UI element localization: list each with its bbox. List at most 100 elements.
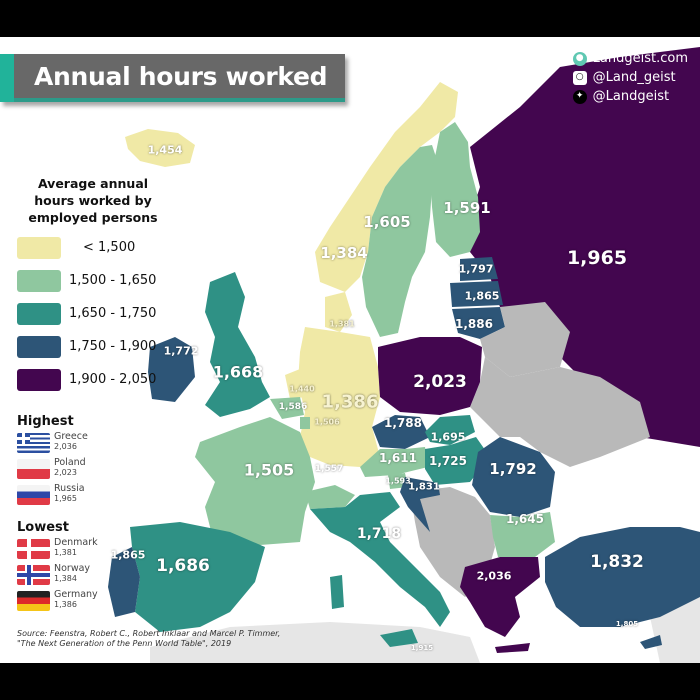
- rank-country: Germany: [54, 589, 98, 600]
- rank-item: Denmark 1,381: [17, 538, 98, 564]
- region-belarus: [480, 302, 570, 377]
- region-romania[interactable]: [472, 437, 555, 517]
- rank-country: Norway: [54, 563, 91, 574]
- region-czechia[interactable]: [372, 415, 430, 449]
- label-slovenia: 1,593: [385, 476, 411, 486]
- legend-title-line: Average annual: [37, 176, 149, 191]
- region-estonia[interactable]: [460, 257, 498, 281]
- rank-country: Greece: [54, 431, 88, 442]
- region-croatia[interactable]: [400, 477, 440, 532]
- title-box: Annual hours worked: [14, 54, 345, 102]
- region-cyprus[interactable]: [640, 635, 662, 649]
- region-germany[interactable]: [298, 327, 380, 467]
- legend-swatch: [17, 335, 61, 358]
- region-ireland[interactable]: [148, 337, 195, 402]
- region-luxembourg[interactable]: [300, 417, 310, 429]
- label-lithuania: 1,886: [455, 317, 493, 331]
- highest-heading: Highest: [17, 414, 74, 429]
- map-canvas: Annual hours worked ● Landgeist.com ○ @L…: [0, 37, 700, 663]
- lowest-block: Lowest Denmark 1,381 Norway 1,384 Germany 1…: [17, 520, 98, 616]
- region-netherlands[interactable]: [285, 367, 305, 399]
- rank-value: 2,036: [54, 442, 77, 451]
- label-italy: 1,718: [356, 526, 402, 542]
- label-finland: 1,591: [443, 199, 491, 217]
- label-portugal: 1,865: [110, 548, 146, 562]
- label-poland: 2,023: [413, 372, 467, 392]
- region-finland[interactable]: [430, 122, 480, 257]
- source-line: "The Next Generation of the Penn World T…: [17, 639, 232, 648]
- rank-item: Poland 2,023: [17, 458, 88, 484]
- label-belgium: 1,586: [278, 402, 308, 412]
- region-denmark[interactable]: [325, 292, 352, 332]
- rank-value: 1,965: [54, 494, 77, 503]
- legend: < 1,500 1,500 - 1,650 1,650 - 1,750 1,75…: [17, 231, 156, 396]
- region-hungary[interactable]: [425, 437, 490, 485]
- label-austria: 1,611: [379, 451, 417, 465]
- rank-country: Poland: [54, 457, 86, 468]
- region-sicily[interactable]: [380, 629, 418, 647]
- brand-website[interactable]: Landgeist.com: [592, 51, 688, 66]
- label-france: 1,505: [243, 460, 295, 480]
- label-estonia: 1,797: [458, 262, 494, 276]
- rank-country: Denmark: [54, 537, 98, 548]
- region-latvia[interactable]: [450, 281, 503, 307]
- rank-item: Germany 1,386: [17, 590, 98, 616]
- region-iceland[interactable]: [125, 129, 195, 167]
- instagram-icon: ○: [572, 70, 587, 85]
- rank-value: 1,386: [54, 600, 77, 609]
- label-spain: 1,686: [156, 556, 210, 576]
- legend-item: 1,650 - 1,750: [17, 297, 156, 330]
- region-poland[interactable]: [378, 337, 482, 415]
- brand-twitter-row[interactable]: ✦ @Landgeist: [572, 87, 688, 106]
- label-netherlands: 1,440: [289, 384, 315, 394]
- label-denmark: 1,381: [329, 319, 355, 329]
- rank-item: Norway 1,384: [17, 564, 98, 590]
- label-germany: 1,386: [321, 391, 379, 413]
- label-hungary: 1,725: [429, 454, 467, 468]
- label-bulgaria: 1,645: [506, 512, 544, 526]
- region-austria[interactable]: [360, 447, 428, 477]
- legend-swatch: [17, 236, 61, 259]
- label-sweden: 1,605: [363, 213, 411, 231]
- rank-item: Greece 2,036: [17, 432, 88, 458]
- region-russia[interactable]: [470, 47, 700, 447]
- brand-twitter[interactable]: @Landgeist: [592, 89, 670, 104]
- lowest-heading: Lowest: [17, 520, 69, 535]
- legend-swatch: [17, 302, 61, 325]
- label-croatia: 1,831: [408, 481, 440, 493]
- region-greece[interactable]: [460, 557, 540, 637]
- region-bulgaria[interactable]: [490, 512, 555, 557]
- brand-instagram-row[interactable]: ○ @Land_geist: [572, 68, 688, 87]
- region-turkey[interactable]: [545, 527, 700, 627]
- brand-instagram[interactable]: @Land_geist: [592, 70, 676, 85]
- region-slovakia[interactable]: [425, 415, 475, 445]
- region-spain[interactable]: [130, 522, 265, 632]
- region-ukraine: [470, 357, 650, 467]
- rank-value: 1,384: [54, 574, 77, 583]
- region-switzerland[interactable]: [305, 485, 355, 509]
- norway-flag-icon: [17, 565, 50, 585]
- region-sweden[interactable]: [362, 145, 436, 337]
- label-malta: 1,915: [410, 644, 434, 652]
- region-belgium[interactable]: [270, 397, 304, 419]
- highest-block: Highest Greece 2,036 Poland 2,023 Russia 1,…: [17, 414, 88, 510]
- denmark-flag-icon: [17, 539, 50, 559]
- region-crete[interactable]: [495, 643, 530, 653]
- source-line: Source: Feenstra, Robert C., Robert Inkl…: [17, 629, 281, 638]
- region-france[interactable]: [195, 417, 315, 562]
- region-norway[interactable]: [315, 82, 458, 292]
- legend-item: 1,900 - 2,050: [17, 363, 156, 396]
- rank-country: Russia: [54, 483, 85, 494]
- brand-website-row[interactable]: ● Landgeist.com: [572, 49, 688, 68]
- region-lithuania[interactable]: [452, 307, 505, 339]
- region-portugal[interactable]: [108, 547, 140, 617]
- rank-value: 2,023: [54, 468, 77, 477]
- label-norway: 1,384: [320, 244, 368, 262]
- label-iceland: 1,454: [147, 143, 183, 157]
- region-sardinia[interactable]: [330, 575, 344, 609]
- europe-map: [108, 47, 700, 663]
- region-uk[interactable]: [205, 272, 270, 417]
- legend-item: 1,500 - 1,650: [17, 264, 156, 297]
- globe-icon: ●: [572, 51, 587, 66]
- region-italy[interactable]: [310, 492, 450, 627]
